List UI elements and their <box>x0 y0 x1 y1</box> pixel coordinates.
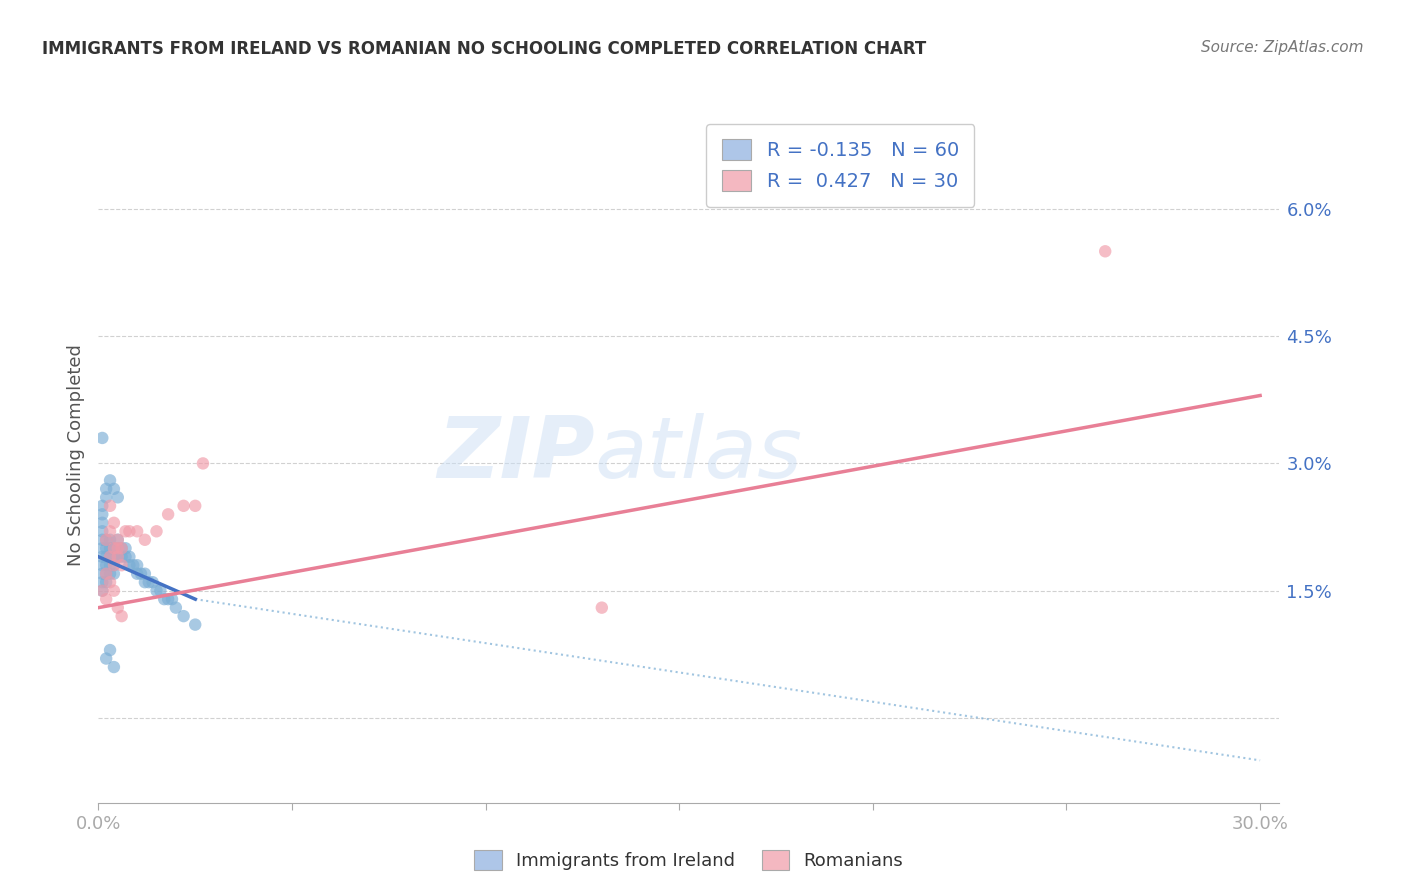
Point <box>96 566 118 581</box>
Point <box>96 533 118 547</box>
Point <box>107 541 129 556</box>
Point <box>160 592 183 607</box>
Point <box>91 524 114 539</box>
Point <box>145 583 167 598</box>
Point <box>91 516 114 530</box>
Point <box>118 524 141 539</box>
Point <box>107 549 129 564</box>
Point <box>103 549 125 564</box>
Point <box>98 474 121 488</box>
Point <box>96 491 118 505</box>
Point <box>98 643 121 657</box>
Point <box>138 575 160 590</box>
Point <box>91 583 114 598</box>
Point <box>111 558 134 573</box>
Point <box>107 600 129 615</box>
Point <box>91 566 114 581</box>
Legend: Immigrants from Ireland, Romanians: Immigrants from Ireland, Romanians <box>467 843 911 877</box>
Point <box>103 558 125 573</box>
Point <box>111 541 134 556</box>
Point <box>98 524 121 539</box>
Point <box>114 541 136 556</box>
Point <box>111 541 134 556</box>
Point <box>111 609 134 624</box>
Point <box>122 558 145 573</box>
Point <box>1094 244 1116 259</box>
Point <box>96 558 118 573</box>
Point <box>96 592 118 607</box>
Point <box>134 533 156 547</box>
Text: Source: ZipAtlas.com: Source: ZipAtlas.com <box>1201 40 1364 55</box>
Point <box>191 457 214 471</box>
Point <box>114 524 136 539</box>
Point <box>142 575 165 590</box>
Point <box>173 609 195 624</box>
Point <box>107 491 129 505</box>
Point <box>91 533 114 547</box>
Point <box>91 541 114 556</box>
Point <box>103 482 125 496</box>
Point <box>103 541 125 556</box>
Point <box>107 533 129 547</box>
Point <box>134 575 156 590</box>
Point <box>153 592 176 607</box>
Point <box>96 482 118 496</box>
Point <box>98 499 121 513</box>
Point <box>98 558 121 573</box>
Point <box>91 431 114 445</box>
Text: IMMIGRANTS FROM IRELAND VS ROMANIAN NO SCHOOLING COMPLETED CORRELATION CHART: IMMIGRANTS FROM IRELAND VS ROMANIAN NO S… <box>42 40 927 58</box>
Point <box>173 499 195 513</box>
Point <box>114 549 136 564</box>
Point <box>157 508 180 522</box>
Point <box>103 583 125 598</box>
Point <box>134 566 156 581</box>
Point <box>96 651 118 665</box>
Point <box>96 533 118 547</box>
Point <box>96 575 118 590</box>
Text: atlas: atlas <box>595 413 803 497</box>
Point <box>98 549 121 564</box>
Point <box>591 600 613 615</box>
Point <box>165 600 187 615</box>
Point <box>91 499 114 513</box>
Text: ZIP: ZIP <box>437 413 595 497</box>
Point <box>91 575 114 590</box>
Point <box>184 499 207 513</box>
Point <box>98 549 121 564</box>
Point <box>98 533 121 547</box>
Point <box>107 533 129 547</box>
Point <box>91 558 114 573</box>
Point <box>184 617 207 632</box>
Point <box>98 566 121 581</box>
Point <box>127 558 149 573</box>
Point <box>91 583 114 598</box>
Point <box>91 549 114 564</box>
Point <box>149 583 172 598</box>
Point <box>103 566 125 581</box>
Y-axis label: No Schooling Completed: No Schooling Completed <box>66 344 84 566</box>
Point <box>96 541 118 556</box>
Point <box>96 566 118 581</box>
Point <box>103 558 125 573</box>
Point <box>145 524 167 539</box>
Point <box>157 592 180 607</box>
Point <box>107 549 129 564</box>
Point <box>127 524 149 539</box>
Point <box>103 660 125 674</box>
Point <box>127 566 149 581</box>
Point <box>98 575 121 590</box>
Point <box>91 508 114 522</box>
Point <box>103 541 125 556</box>
Point <box>118 558 141 573</box>
Point <box>129 566 152 581</box>
Point <box>111 549 134 564</box>
Point <box>107 541 129 556</box>
Point <box>103 516 125 530</box>
Point <box>96 549 118 564</box>
Point <box>98 541 121 556</box>
Point <box>118 549 141 564</box>
